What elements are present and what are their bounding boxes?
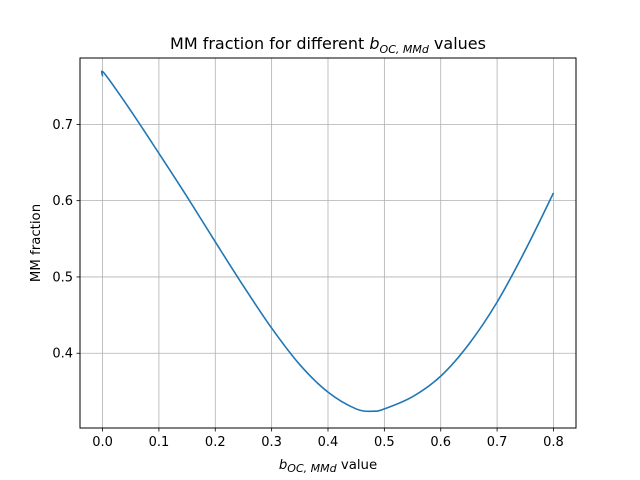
series-layer xyxy=(100,70,555,413)
x-tick-label: 0.1 xyxy=(149,435,170,450)
grid-lines xyxy=(80,58,576,428)
y-axis-label: MM fraction xyxy=(29,204,44,282)
x-tick-label: 0.3 xyxy=(261,435,282,450)
y-tick-label: 0.7 xyxy=(52,118,73,133)
x-tick-label: 0.4 xyxy=(318,435,339,450)
y-tick-label: 0.4 xyxy=(52,347,73,362)
series-line xyxy=(100,70,555,413)
y-tick-label: 0.6 xyxy=(52,194,73,209)
x-tick-label: 0.0 xyxy=(92,435,113,450)
x-axis-label: bOC, MMd value xyxy=(279,458,377,475)
x-tick-label: 0.8 xyxy=(543,435,564,450)
x-tick-label: 0.5 xyxy=(374,435,395,450)
x-tick-label: 0.7 xyxy=(487,435,508,450)
y-axis-ticks: 0.4 0.5 0.6 0.7 xyxy=(52,118,80,362)
x-tick-label: 0.6 xyxy=(430,435,451,450)
x-axis-ticks: 0.0 0.1 0.2 0.3 0.4 0.5 0.6 0.7 0.8 xyxy=(92,428,564,450)
chart-title: MM fraction for different bOC, MMd value… xyxy=(170,34,486,56)
x-tick-label: 0.2 xyxy=(205,435,226,450)
y-tick-label: 0.5 xyxy=(52,270,73,285)
